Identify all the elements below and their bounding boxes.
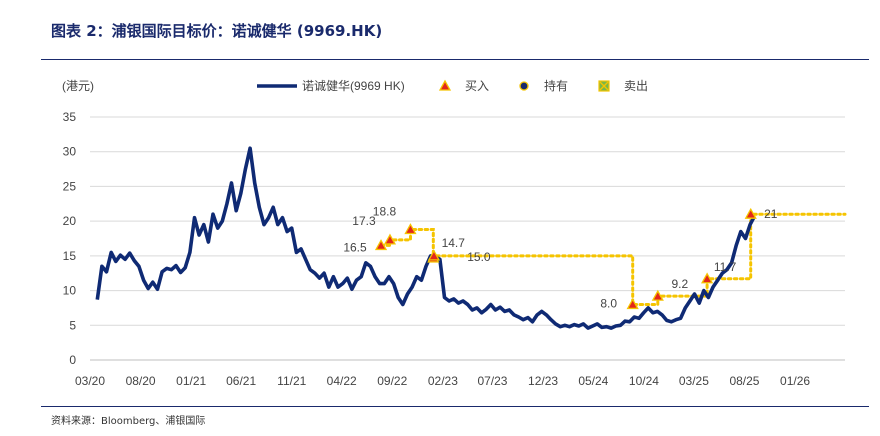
x-axis-ticks: 03/20 08/20 01/21 06/21 11/21 04/22 09/22 02/23… [75,374,810,388]
x-tick-label: 07/23 [477,374,507,388]
buy-marker [374,239,388,251]
target-price-label: 8.0 [600,296,617,310]
x-tick-label: 04/22 [327,374,357,388]
x-tick-label: 05/24 [578,374,608,388]
y-tick-label: 15 [63,249,77,263]
x-tick-label: 11/21 [277,374,306,388]
x-tick-label: 12/23 [528,374,558,388]
hold-legend-icon [519,81,529,91]
legend-label: 买入 [465,79,489,93]
buy-marker [427,249,441,261]
source-note: 资料来源：Bloomberg、浦银国际 [51,416,206,427]
x-tick-label: 08/20 [126,374,156,388]
target-price-label: 16.5 [343,240,367,254]
y-tick-label: 20 [63,214,77,228]
buy-marker [626,298,639,310]
title-rule [41,59,869,60]
y-tick-label: 5 [69,318,76,332]
x-tick-label: 01/26 [780,374,810,388]
figure-title: 图表 2：浦银国际目标价：诺诚健华 (9969.HK) [51,22,383,40]
x-tick-label: 02/23 [428,374,458,388]
x-tick-label: 08/25 [729,374,759,388]
footer-rule [41,406,869,407]
target-price-label: 18.8 [373,204,397,218]
buy-marker [700,272,714,284]
x-tick-label: 01/21 [176,374,206,388]
target-price-label: 17.3 [352,214,376,228]
y-tick-label: 10 [63,284,77,298]
buy-marker [404,223,417,235]
legend-item: 买入 [438,79,489,93]
buy-marker [383,233,397,245]
y-tick-label: 30 [63,145,77,159]
y-axis-ticks: 0 5 10 15 20 25 30 35 [63,110,77,367]
y-axis-label: (港元) [62,79,94,93]
sell-cross-icon [599,81,609,91]
legend-item: 卖出 [598,79,648,93]
buy-marker [744,207,757,219]
rating-markers [374,207,757,310]
legend-item: 诺诚健华(9969 HK) [257,79,405,93]
target-price-label: 21 [764,207,778,221]
x-tick-label: 09/22 [377,374,407,388]
grid-lines [90,116,845,326]
buy-marker [651,289,664,301]
x-tick-label: 03/20 [75,374,105,388]
legend-label: 卖出 [624,79,648,93]
buy-legend-icon [438,79,452,91]
target-price-label: 9.2 [671,277,688,291]
target-price-dotted-line [379,212,847,306]
y-tick-label: 35 [63,110,77,124]
x-tick-label: 03/25 [679,374,709,388]
target-price-label: 11.7 [714,260,737,274]
y-tick-label: 25 [63,179,77,193]
target-price-label: 15.0 [467,250,491,264]
legend: 诺诚健华(9969 HK) 买入 持有 卖出 [257,78,648,93]
x-tick-label: 10/24 [629,374,659,388]
target-price-label: 14.7 [442,236,466,250]
x-tick-label: 06/21 [226,374,256,388]
legend-label: 持有 [544,78,568,93]
target-price-labels: 16.5 17.318.8 14.715.0 8.0 9.2 11.7 21 [343,204,777,310]
legend-item: 持有 [519,78,568,93]
share-price-line [95,146,756,330]
y-tick-label: 0 [69,353,76,367]
legend-label: 诺诚健华(9969 HK) [302,79,405,93]
